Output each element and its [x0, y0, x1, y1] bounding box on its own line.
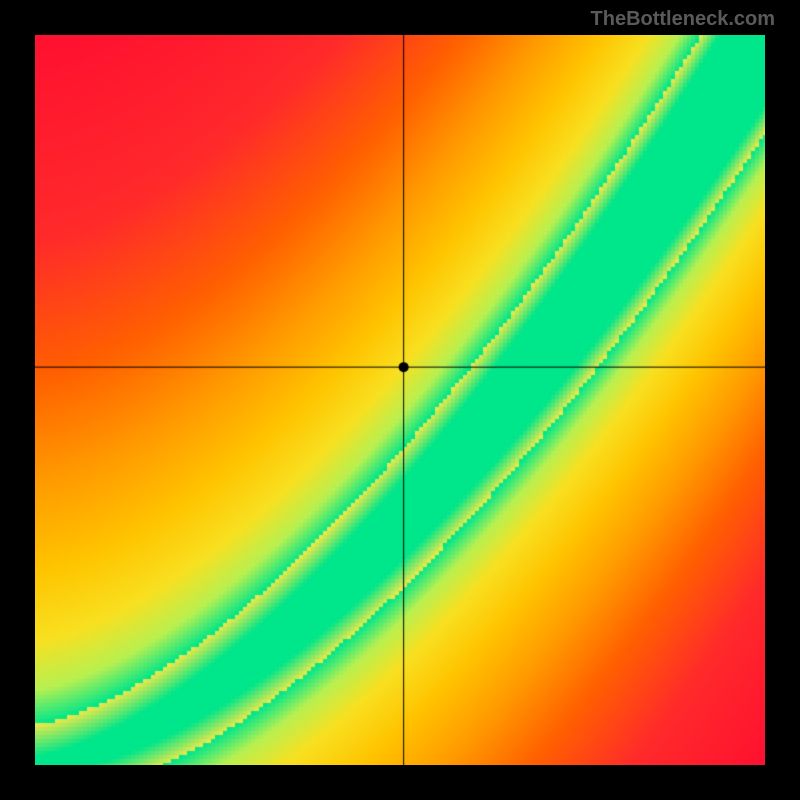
- watermark-label: TheBottleneck.com: [591, 8, 775, 31]
- bottleneck-heatmap: [35, 35, 765, 765]
- chart-container: TheBottleneck.com: [0, 0, 800, 800]
